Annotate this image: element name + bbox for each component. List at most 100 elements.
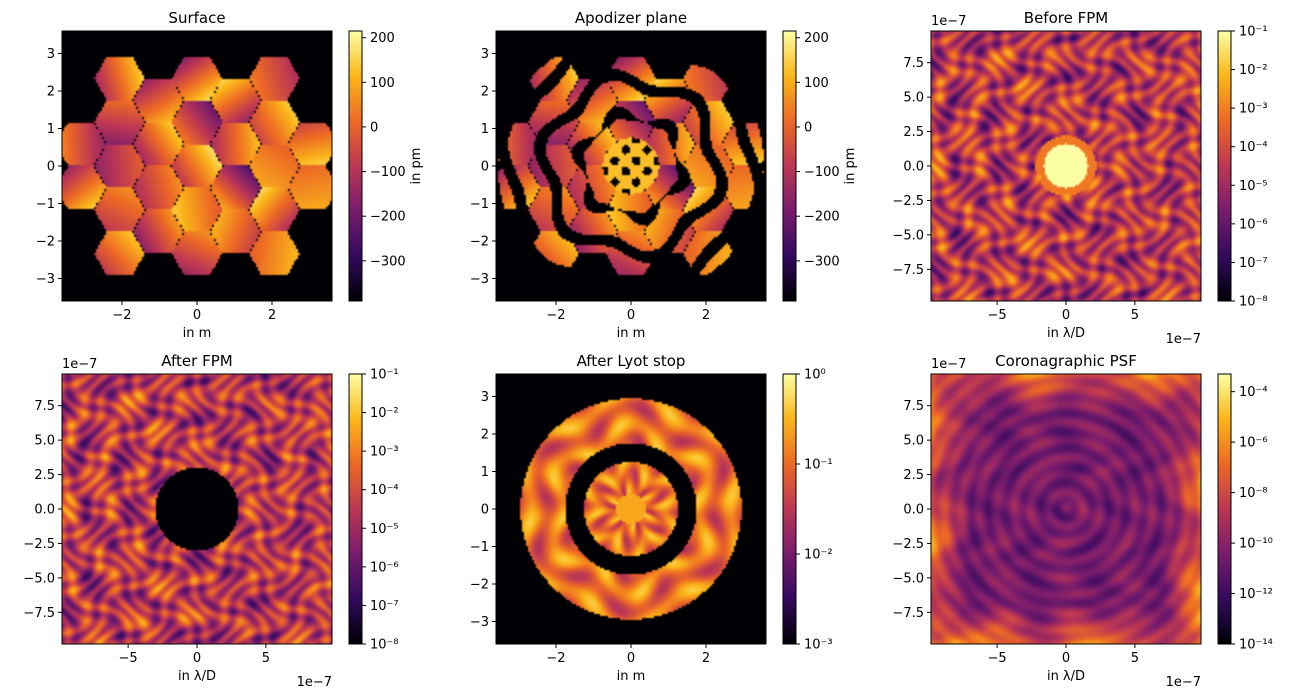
colorbar-tick-label: 0	[804, 120, 812, 135]
x-tick-label: 0	[193, 308, 201, 323]
x-tick-label: −5	[988, 308, 1007, 323]
colorbar-tick-label: 10⁻⁶	[1239, 436, 1268, 451]
y-tick-label: 5.0	[903, 91, 924, 106]
colorbar-tick-label: 200	[370, 31, 395, 46]
colorbar-tick-label: 10⁻²	[804, 548, 833, 563]
panel-2: Before FPM −5 0 5 7.5 5.0 2.5 0.0 −2.5 −5.0 −7.5 in…	[892, 9, 1267, 347]
colorbar-tick-label: −100	[370, 165, 406, 180]
y-tick-label: −7.5	[23, 606, 55, 621]
panel-title: After Lyot stop	[577, 352, 686, 370]
y-tick-label: 3	[47, 47, 55, 62]
colorbar-tick-label: 200	[804, 31, 829, 46]
x-tick-label: 5	[1131, 651, 1139, 666]
x-tick-label: 0	[627, 308, 635, 323]
y-tick-label: −2.5	[892, 537, 924, 552]
x-tick-label: −2	[546, 308, 565, 323]
colorbar-tick-label: 10⁻¹	[1239, 25, 1268, 40]
y-tick-label: 7.5	[34, 399, 55, 414]
colorbar-tick-label: 10⁻⁸	[1239, 486, 1268, 501]
x-tick-label: 5	[262, 651, 270, 666]
colorbar-tick-label: 100	[370, 76, 395, 91]
x-tick-label: −2	[112, 308, 131, 323]
colorbar-tick-label: 10⁻⁸	[1239, 295, 1268, 310]
y-tick-label: −1	[470, 197, 489, 212]
x-tick-label: 2	[702, 651, 710, 666]
y-tick-label: 1	[47, 122, 55, 137]
y-tick-label: 0.0	[34, 503, 55, 518]
x-axis-label: in λ/D	[1047, 669, 1085, 684]
colorbar-tick-label: 10⁻⁵	[1239, 179, 1268, 194]
y-tick-label: 2	[481, 428, 489, 443]
y-tick-label: −3	[470, 272, 489, 287]
colorbar-tick-label: 10⁻²	[370, 406, 399, 421]
heatmap-image	[931, 374, 1201, 644]
x-tick-label: 2	[268, 308, 276, 323]
colorbar-tick-label: −200	[370, 210, 406, 225]
y-tick-label: −1	[470, 540, 489, 555]
colorbar	[782, 373, 797, 645]
colorbar-tick-label: 10⁻³	[370, 445, 399, 460]
y-tick-label: 1	[481, 465, 489, 480]
colorbar-tick-label: 10⁻⁷	[1239, 256, 1268, 271]
y-tick-label: −2	[470, 235, 489, 250]
colorbar-tick-label: 10⁻³	[1239, 102, 1268, 117]
colorbar-tick-label: 10⁻⁷	[370, 599, 399, 614]
x-axis-label: in λ/D	[178, 669, 216, 684]
colorbar-tick-label: 0	[370, 120, 378, 135]
colorbar-tick-label: 10⁰	[804, 368, 826, 383]
colorbar	[782, 30, 797, 302]
colorbar-tick-label: 10⁻⁵	[370, 522, 399, 537]
panel-5: Coronagraphic PSF −5 0 5 7.5 5.0 2.5 0.0 −2.5 −5.…	[892, 352, 1272, 690]
y-tick-label: 5.0	[903, 434, 924, 449]
y-tick-label: −2.5	[23, 537, 55, 552]
panel-title: Before FPM	[1024, 9, 1108, 27]
colorbar-tick-label: −100	[804, 165, 840, 180]
colorbar-label: in pm	[843, 148, 858, 185]
panel-3: After FPM −5 0 5 7.5 5.0 2.5 0.0 −2.5 −5.0 −7.5 in …	[23, 352, 398, 690]
y-tick-label: −3	[470, 615, 489, 630]
colorbar-tick-label: 10⁻³	[804, 638, 833, 653]
colorbar-tick-label: 10⁻⁴	[1239, 385, 1268, 400]
heatmap-image	[62, 374, 332, 644]
panel-title: Surface	[168, 9, 225, 27]
y-tick-label: −1	[36, 197, 55, 212]
y-tick-label: −2	[470, 578, 489, 593]
colorbar-tick-label: 10⁻⁶	[370, 560, 399, 575]
x-offset-label: 1e−7	[1166, 332, 1201, 347]
y-offset-label: 1e−7	[62, 357, 97, 372]
y-tick-label: 3	[481, 390, 489, 405]
y-tick-label: 0.0	[903, 503, 924, 518]
x-axis-label: in m	[617, 326, 646, 341]
y-tick-label: −5.0	[892, 571, 924, 586]
x-tick-label: 0	[1062, 651, 1070, 666]
y-tick-label: −2	[36, 235, 55, 250]
heatmap-image	[931, 31, 1201, 301]
panel-title: Coronagraphic PSF	[995, 352, 1137, 370]
x-tick-label: −2	[546, 651, 565, 666]
colorbar	[348, 30, 363, 302]
panel-4: After Lyot stop −2 0 2 −3 −2 −1 0 1 2 3 in m 10⁰ 10⁻¹…	[470, 352, 833, 684]
heatmap-image	[62, 31, 332, 301]
x-tick-label: −5	[988, 651, 1007, 666]
colorbar	[1217, 30, 1232, 302]
colorbar-tick-label: 10⁻¹⁰	[1239, 537, 1273, 552]
colorbar-tick-label: −300	[804, 254, 840, 269]
y-tick-label: 0	[481, 160, 489, 175]
x-tick-label: −5	[119, 651, 138, 666]
y-tick-label: 2	[481, 85, 489, 100]
y-tick-label: −7.5	[892, 606, 924, 621]
x-tick-label: 5	[1131, 308, 1139, 323]
y-tick-label: −5.0	[892, 228, 924, 243]
colorbar-tick-label: 10⁻⁸	[370, 638, 399, 653]
x-offset-label: 1e−7	[1166, 675, 1201, 690]
x-axis-label: in m	[183, 326, 212, 341]
y-tick-label: 2.5	[34, 468, 55, 483]
panel-title: After FPM	[161, 352, 232, 370]
y-tick-label: 1	[481, 122, 489, 137]
x-tick-label: 0	[627, 651, 635, 666]
colorbar-tick-label: −300	[370, 254, 406, 269]
y-tick-label: 0.0	[903, 160, 924, 175]
colorbar-tick-label: 10⁻¹	[370, 368, 399, 383]
y-tick-label: 5.0	[34, 434, 55, 449]
